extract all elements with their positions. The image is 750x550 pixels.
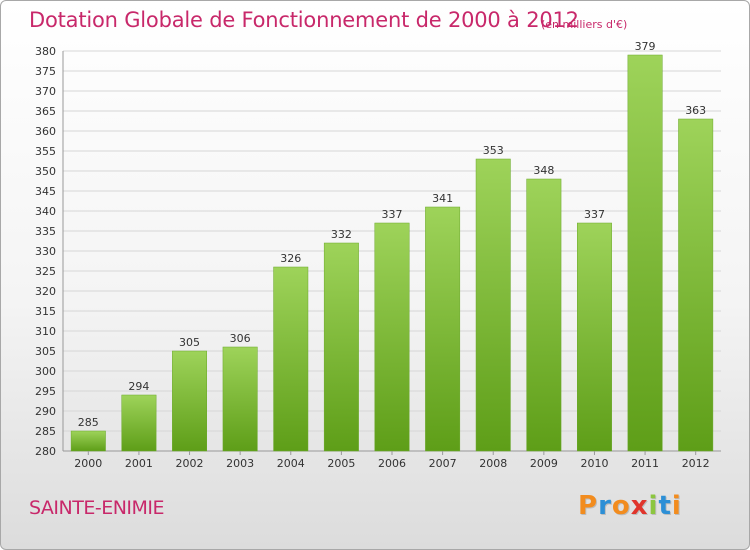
bar-2001 (121, 394, 157, 452)
data-label: 363 (685, 104, 706, 117)
y-tick-label: 340 (35, 205, 56, 218)
x-tick-label: 2012 (682, 457, 710, 470)
chart-title: Dotation Globale de Fonctionnement de 20… (29, 8, 579, 32)
bar-2011 (627, 54, 663, 452)
logo-letter: i (648, 491, 659, 521)
y-tick-label: 280 (35, 445, 56, 458)
y-tick-label: 300 (35, 365, 56, 378)
data-label: 285 (78, 416, 99, 429)
data-label: 341 (432, 192, 453, 205)
data-label: 337 (584, 208, 605, 221)
y-tick-label: 290 (35, 405, 56, 418)
x-tick-label: 2009 (530, 457, 558, 470)
data-label: 294 (128, 380, 149, 393)
x-tick-label: 2001 (125, 457, 153, 470)
commune-name: SAINTE-ENIMIE (29, 497, 165, 519)
y-tick-label: 320 (35, 285, 56, 298)
data-label: 305 (179, 336, 200, 349)
x-tick-label: 2011 (631, 457, 659, 470)
x-tick-label: 2010 (580, 457, 608, 470)
proxiti-logo: Proxiti (578, 491, 682, 521)
y-tick-label: 285 (35, 425, 56, 438)
y-tick-label: 305 (35, 345, 56, 358)
data-label: 326 (280, 252, 301, 265)
bar-2007 (425, 206, 461, 452)
bar-2006 (374, 222, 410, 452)
data-label: 348 (533, 164, 554, 177)
x-tick-labels: 2000 2001 2002 2003 2004 2005 2006 2007 2008 2009… (74, 451, 710, 470)
chart-unit-note: (en milliers d'€) (541, 18, 628, 31)
x-tick-label: 2008 (479, 457, 507, 470)
logo-letter: o (611, 491, 631, 521)
logo-letter: P (578, 491, 599, 521)
bar-2010 (577, 222, 612, 452)
x-tick-label: 2002 (176, 457, 204, 470)
data-label: 337 (382, 208, 403, 221)
y-tick-label: 355 (35, 145, 56, 158)
bar-2008 (475, 158, 511, 452)
x-tick-label: 2003 (226, 457, 254, 470)
x-tick-label: 2006 (378, 457, 406, 470)
y-tick-label: 335 (35, 225, 56, 238)
y-tick-label: 345 (35, 185, 56, 198)
bar-2000 (70, 430, 106, 452)
bar-2005 (323, 242, 359, 452)
logo-letter: i (671, 491, 682, 521)
logo-letter: r (598, 491, 612, 521)
data-label: 353 (483, 144, 504, 157)
x-tick-label: 2004 (277, 457, 305, 470)
y-tick-label: 370 (35, 85, 56, 98)
bars (70, 54, 714, 452)
bar-2002 (172, 350, 207, 452)
y-tick-label: 325 (35, 265, 56, 278)
y-tick-label: 315 (35, 305, 56, 318)
logo-letter: t (658, 491, 672, 521)
data-label: 306 (230, 332, 251, 345)
x-tick-label: 2005 (327, 457, 355, 470)
data-label: 379 (635, 40, 656, 53)
data-labels: 285 294 305 306 326 332 337 341 353 348 337 379 363 (78, 40, 706, 429)
bar-2012 (678, 118, 714, 452)
y-tick-label: 380 (35, 45, 56, 58)
logo-letter: x (630, 491, 649, 521)
x-tick-label: 2007 (429, 457, 457, 470)
y-tick-label: 375 (35, 65, 56, 78)
data-label: 332 (331, 228, 352, 241)
y-tick-label: 360 (35, 125, 56, 138)
x-tick-label: 2000 (74, 457, 102, 470)
bar-2003 (222, 346, 258, 452)
bar-2009 (526, 178, 562, 452)
y-tick-labels: 280 285 290 295 300 305 310 315 320 325 330 335 340 3… (35, 45, 56, 458)
y-tick-label: 365 (35, 105, 56, 118)
y-tick-label: 330 (35, 245, 56, 258)
y-tick-label: 310 (35, 325, 56, 338)
bar-2004 (273, 266, 309, 452)
y-tick-label: 350 (35, 165, 56, 178)
y-tick-label: 295 (35, 385, 56, 398)
